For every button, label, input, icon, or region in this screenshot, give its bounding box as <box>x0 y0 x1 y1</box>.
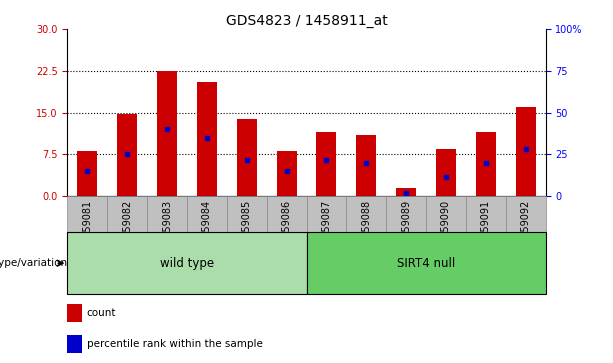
Bar <box>506 196 546 232</box>
Bar <box>237 119 257 196</box>
Text: GSM1359081: GSM1359081 <box>82 200 93 265</box>
Bar <box>107 196 147 232</box>
Text: GSM1359085: GSM1359085 <box>242 200 252 265</box>
Bar <box>356 135 376 196</box>
Bar <box>227 196 267 232</box>
Text: GSM1359084: GSM1359084 <box>202 200 212 265</box>
Bar <box>516 107 536 196</box>
Text: GSM1359082: GSM1359082 <box>122 200 132 265</box>
Bar <box>346 196 386 232</box>
Bar <box>396 188 416 196</box>
Bar <box>267 196 306 232</box>
Text: wild type: wild type <box>160 257 214 270</box>
Text: GSM1359087: GSM1359087 <box>321 200 332 265</box>
Bar <box>67 335 82 353</box>
Bar <box>276 151 297 196</box>
Text: GSM1359086: GSM1359086 <box>281 200 292 265</box>
Text: GSM1359091: GSM1359091 <box>481 200 491 265</box>
Text: GSM1359089: GSM1359089 <box>401 200 411 265</box>
Bar <box>197 82 217 196</box>
Text: GSM1359092: GSM1359092 <box>520 200 531 265</box>
Bar <box>426 196 466 232</box>
Bar <box>187 196 227 232</box>
Bar <box>436 149 456 196</box>
Text: percentile rank within the sample: percentile rank within the sample <box>86 339 262 349</box>
Bar <box>157 71 177 196</box>
Title: GDS4823 / 1458911_at: GDS4823 / 1458911_at <box>226 14 387 28</box>
Text: GSM1359090: GSM1359090 <box>441 200 451 265</box>
Bar <box>147 196 187 232</box>
Bar <box>316 132 337 196</box>
Text: GSM1359083: GSM1359083 <box>162 200 172 265</box>
Text: GSM1359088: GSM1359088 <box>361 200 371 265</box>
Bar <box>67 196 107 232</box>
Bar <box>386 196 426 232</box>
Bar <box>306 196 346 232</box>
Bar <box>476 132 496 196</box>
Text: SIRT4 null: SIRT4 null <box>397 257 455 270</box>
Bar <box>117 114 137 196</box>
Text: genotype/variation: genotype/variation <box>0 258 67 268</box>
Bar <box>466 196 506 232</box>
Bar <box>67 304 82 322</box>
Text: count: count <box>86 308 116 318</box>
Bar <box>306 232 546 294</box>
Bar <box>77 151 97 196</box>
Bar <box>67 232 306 294</box>
